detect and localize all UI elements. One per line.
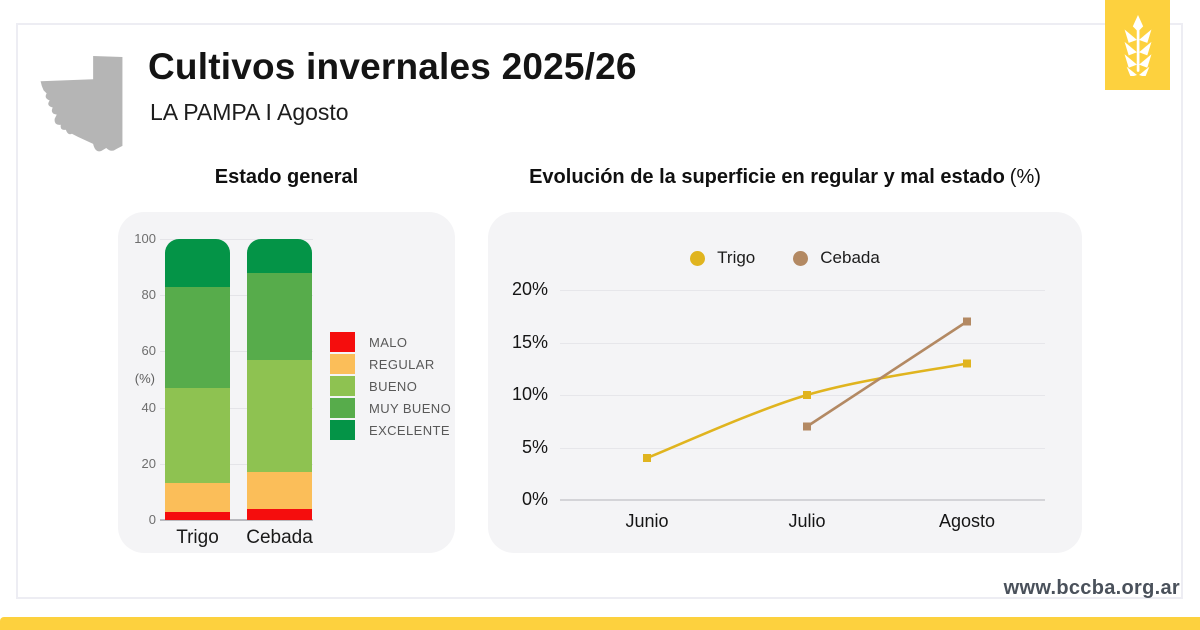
bar-segment-bueno bbox=[165, 387, 230, 484]
legend-swatch-malo bbox=[330, 332, 355, 352]
bar-segment-malo bbox=[165, 511, 230, 520]
bar-legend-item: MUY BUENO bbox=[330, 398, 451, 418]
gridline bbox=[160, 407, 313, 409]
bar-segment-excelente bbox=[165, 239, 230, 287]
legend-dot-cebada bbox=[793, 250, 809, 266]
legend-label: MALO bbox=[369, 334, 408, 350]
series-line-trigo bbox=[646, 362, 968, 460]
bar-segment-muy-bueno bbox=[247, 272, 312, 360]
page-title: Cultivos invernales 2025/26 bbox=[148, 46, 637, 87]
y-tick-label: 60 bbox=[141, 343, 156, 359]
y-tick-label: 20 bbox=[141, 455, 156, 471]
wheat-icon bbox=[1124, 15, 1151, 76]
bar-segment-malo bbox=[247, 508, 312, 520]
legend-label: Trigo bbox=[717, 248, 756, 267]
legend-label: Cebada bbox=[820, 248, 880, 267]
line-chart-title-unit: (%) bbox=[1009, 166, 1041, 188]
bar-category-label: Cebada bbox=[246, 527, 313, 548]
website-url: www.bccba.org.ar bbox=[1003, 577, 1180, 599]
bottom-accent-stripe bbox=[0, 617, 1200, 630]
bar-category-label: Trigo bbox=[176, 527, 219, 548]
legend-swatch-muy-bueno bbox=[330, 398, 355, 418]
data-point-marker-cebada bbox=[803, 422, 811, 431]
series-line-cebada bbox=[806, 320, 968, 428]
gridline bbox=[160, 519, 313, 521]
bar-segment-regular bbox=[165, 483, 230, 512]
y-tick-label: 40 bbox=[141, 399, 156, 415]
data-point-marker-trigo bbox=[643, 454, 651, 462]
gridline bbox=[560, 447, 1045, 449]
bar-segment-bueno bbox=[247, 359, 312, 473]
legend-label: EXCELENTE bbox=[369, 422, 450, 438]
gridline bbox=[560, 499, 1045, 501]
y-tick-label: 10% bbox=[511, 384, 548, 404]
gridline bbox=[560, 290, 1045, 291]
gridline bbox=[560, 342, 1045, 344]
y-tick-label: 0% bbox=[521, 489, 548, 509]
stacked-bar-trigo bbox=[165, 239, 230, 520]
data-point-marker-cebada bbox=[963, 317, 971, 326]
y-tick-label: 15% bbox=[511, 331, 548, 352]
data-point-marker-trigo bbox=[963, 359, 971, 368]
bar-legend-item: REGULAR bbox=[330, 354, 435, 374]
x-tick-label: Agosto bbox=[938, 511, 996, 531]
legend-label: MUY BUENO bbox=[369, 400, 452, 416]
line-chart-panel: 0% 5% 10% 15% 20% Junio Julio Agosto Trigo Cebada bbox=[488, 212, 1082, 553]
gridline bbox=[160, 463, 313, 465]
gridline bbox=[160, 239, 313, 240]
la-pampa-map bbox=[40, 56, 123, 152]
y-tick-label: 20% bbox=[511, 279, 548, 299]
bar-legend-item: BUENO bbox=[330, 376, 417, 396]
legend-label: BUENO bbox=[369, 378, 418, 394]
legend-dot-trigo bbox=[690, 250, 706, 266]
bar-chart-panel: 0 20 40 60 80 100 (%) Trigo Cebada MALO REGULAR BUE… bbox=[118, 212, 455, 553]
gridline bbox=[160, 295, 313, 297]
bar-legend-item: EXCELENTE bbox=[330, 420, 450, 440]
legend-swatch-regular bbox=[330, 354, 355, 374]
legend-swatch-excelente bbox=[330, 420, 355, 440]
bar-segment-muy-bueno bbox=[165, 286, 230, 388]
gridline bbox=[560, 395, 1045, 396]
stacked-bar-cebada bbox=[247, 239, 312, 520]
y-tick-label: 5% bbox=[521, 436, 548, 457]
y-tick-label: 100 bbox=[134, 231, 156, 246]
legend-label: REGULAR bbox=[369, 356, 435, 372]
page-subtitle: LA PAMPA I Agosto bbox=[150, 99, 349, 125]
line-legend: Trigo Cebada bbox=[488, 248, 1082, 268]
legend-swatch-bueno bbox=[330, 376, 355, 396]
logo-block bbox=[1105, 0, 1170, 90]
bar-segment-excelente bbox=[247, 239, 312, 273]
bar-chart-title: Estado general bbox=[214, 166, 359, 188]
y-tick-label: 80 bbox=[141, 287, 156, 303]
bar-legend-item: MALO bbox=[330, 332, 407, 352]
x-tick-label: Junio bbox=[625, 511, 669, 531]
gridline bbox=[160, 351, 313, 353]
line-legend-item: Trigo bbox=[690, 248, 755, 268]
line-chart-title-text: Evolución de la superficie en regular y … bbox=[529, 166, 1005, 188]
bar-segment-regular bbox=[247, 472, 312, 509]
y-tick-label: 0 bbox=[148, 512, 156, 527]
line-chart-title: Evolución de la superficie en regular y … bbox=[488, 166, 1082, 189]
x-tick-label: Julio bbox=[788, 511, 826, 531]
line-legend-item: Cebada bbox=[793, 248, 880, 268]
y-axis-label: (%) bbox=[134, 370, 155, 386]
